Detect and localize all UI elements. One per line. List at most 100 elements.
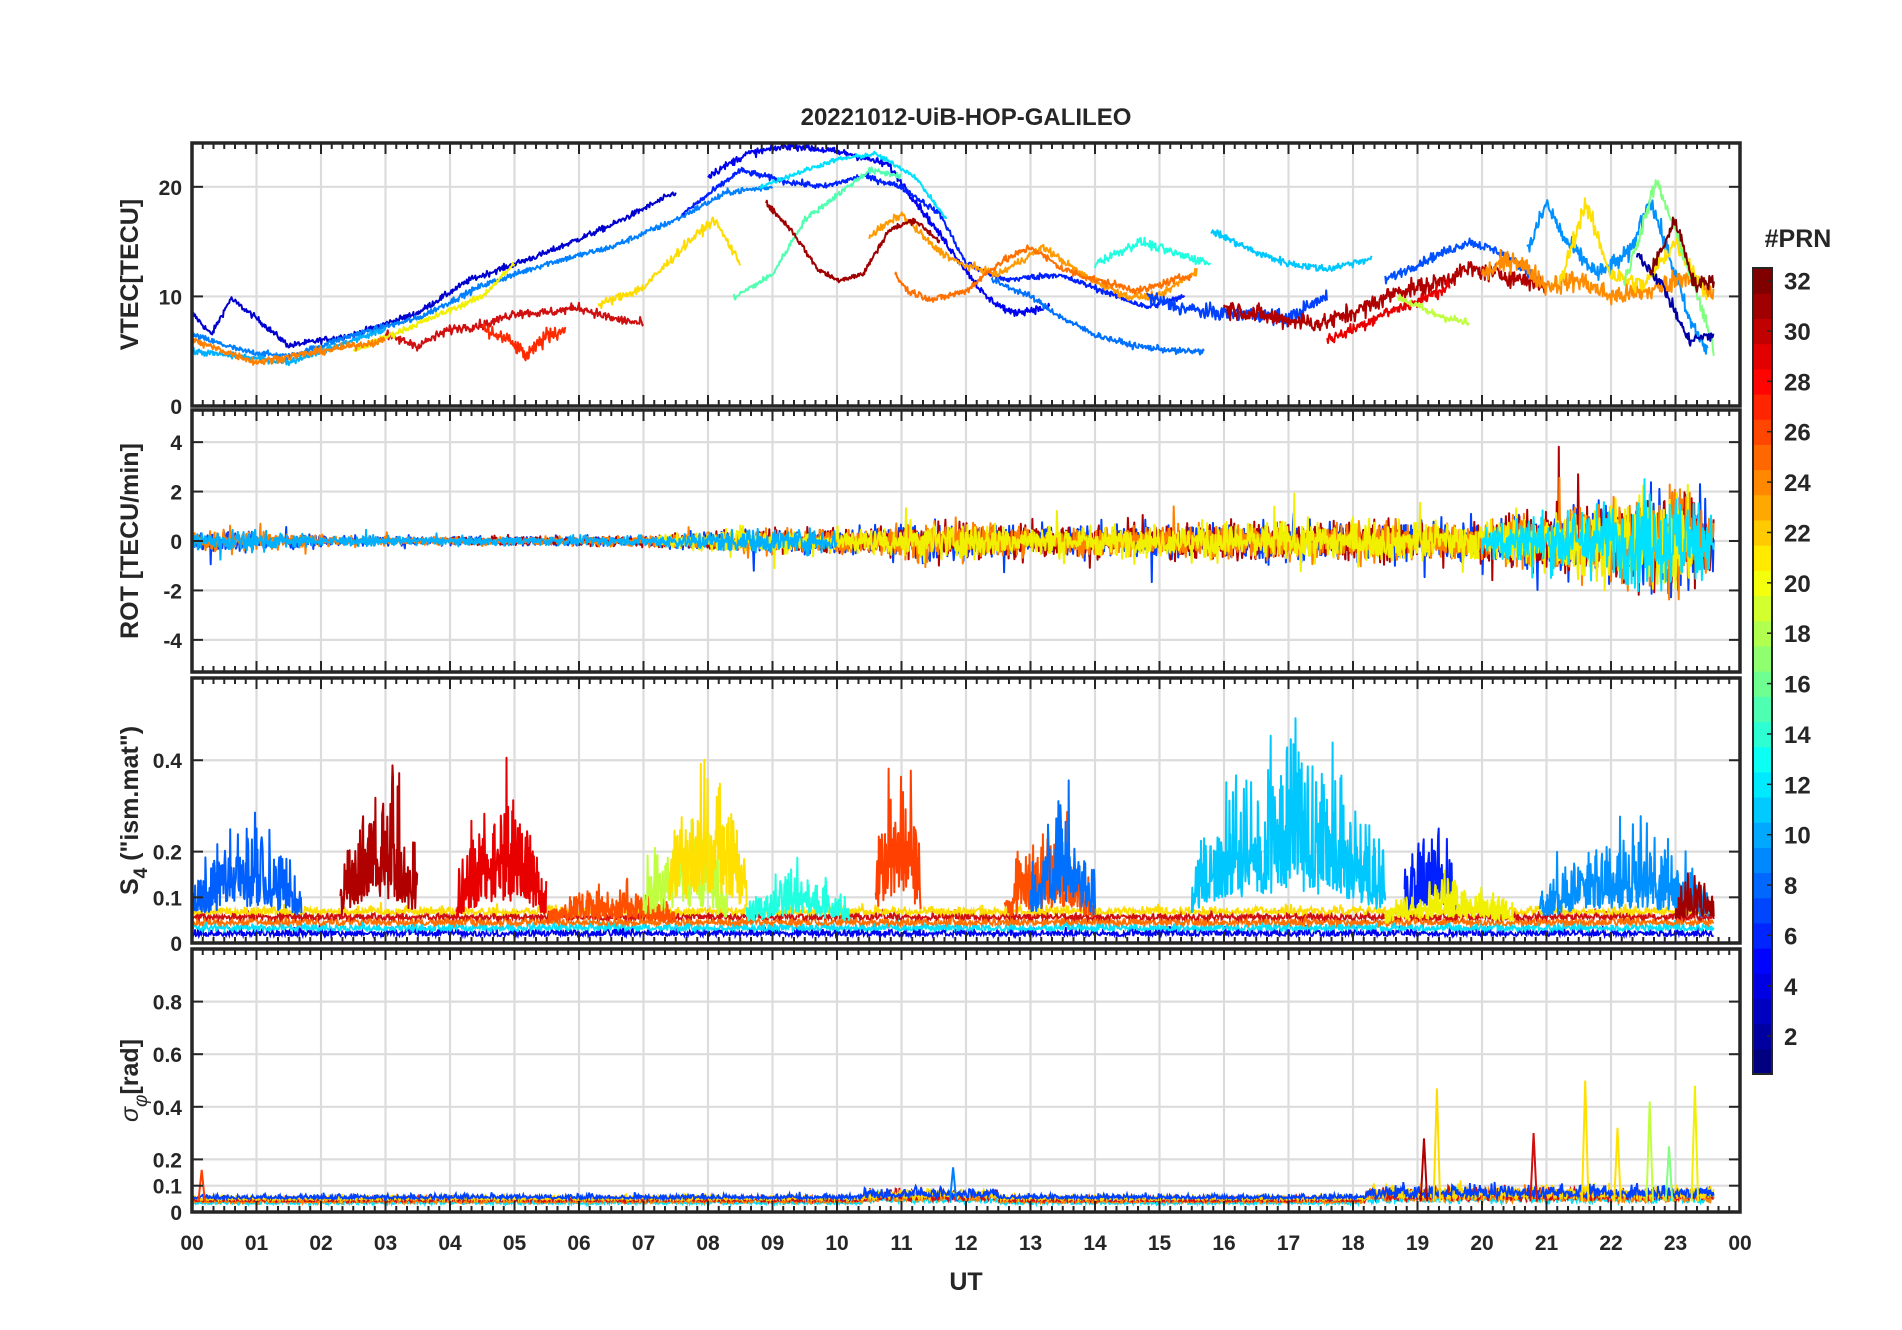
y-axis-label-s4: S4 ("ism.mat") xyxy=(116,726,152,895)
sigma-phi-spike-prn-21 xyxy=(1613,1127,1622,1202)
panel-s4: 0 0.1 0.2 0.4S4 ("ism.mat") xyxy=(116,676,1742,956)
s4-series-prn-28 xyxy=(455,756,548,917)
colorbar-tick-label: 30 xyxy=(1784,319,1811,346)
grid-vtec xyxy=(192,143,1740,406)
x-tick-label: 10 xyxy=(825,1232,848,1255)
x-tick-label: 05 xyxy=(503,1232,527,1255)
colorbar-segment xyxy=(1753,293,1772,319)
colorbar-segment xyxy=(1753,948,1772,974)
chart-title: 20221012-UiB-HOP-GALILEO xyxy=(801,104,1132,131)
x-tick-label: 17 xyxy=(1277,1232,1300,1255)
x-tick-label: 01 xyxy=(245,1232,269,1255)
series-group-s4 xyxy=(192,717,1715,940)
x-tick-label: 06 xyxy=(567,1232,590,1255)
axes-frame-rot xyxy=(190,408,1742,674)
grid-sigma-phi xyxy=(192,949,1740,1212)
colorbar-frame xyxy=(1752,267,1773,1075)
x-tick-label: 15 xyxy=(1148,1232,1172,1255)
x-tick-label: 00 xyxy=(1728,1232,1751,1255)
colorbar-segment xyxy=(1753,847,1772,874)
x-tick-label: 07 xyxy=(632,1232,655,1255)
sigma-phi-baseline-prn-6 xyxy=(192,1181,1715,1203)
series-group-sigma-phi xyxy=(192,1080,1715,1208)
colorbar-segment xyxy=(1753,872,1772,899)
y-tick-label: 10 xyxy=(159,286,182,309)
y-tick-label: 0.2 xyxy=(153,842,182,865)
colorbar-tick-label: 14 xyxy=(1784,722,1811,749)
vtec-series-prn-23 xyxy=(1481,248,1715,306)
y-tick-label: 4 xyxy=(170,432,182,455)
s4-baseline-prn-13 xyxy=(192,918,1715,935)
x-tick-label: 22 xyxy=(1599,1232,1622,1255)
vtec-series-prn-29 xyxy=(384,301,645,352)
vtec-series-prn-15 xyxy=(732,166,902,301)
sigma-phi-spike-prn-19 xyxy=(1432,1088,1442,1202)
colorbar-segment xyxy=(1753,494,1772,521)
colorbar-segment xyxy=(1753,796,1772,823)
colorbar-segment xyxy=(1753,570,1772,597)
colorbar-tick-label: 26 xyxy=(1784,420,1811,447)
colorbar-tick-label: 2 xyxy=(1784,1024,1797,1051)
y-tick-label: 0.8 xyxy=(153,992,183,1015)
colorbar-segment xyxy=(1753,343,1772,370)
y-tick-label: 0.4 xyxy=(153,750,183,773)
vtec-series-prn-18 xyxy=(1397,293,1470,326)
s4-series-prn-7 xyxy=(192,811,303,916)
s4-series-prn-31 xyxy=(1674,872,1715,920)
panel-vtec: 0 10 20 VTEC[TECU] xyxy=(116,141,1742,419)
y-tick-label: 0.2 xyxy=(153,1149,182,1172)
colorbar-segment xyxy=(1753,268,1772,294)
series-group-rot xyxy=(192,445,1715,601)
x-tick-label: 09 xyxy=(761,1232,784,1255)
rot-series-prn-13 xyxy=(1481,478,1715,592)
vtec-series-prn-3 xyxy=(192,191,677,349)
s4-series-prn-10 xyxy=(1539,815,1709,919)
vtec-series-prn-9 xyxy=(192,185,774,361)
colorbar-segment xyxy=(1753,897,1772,924)
x-tick-label: 04 xyxy=(438,1232,462,1255)
colorbar-segment xyxy=(1753,771,1772,798)
axes-frame-s4 xyxy=(190,676,1742,945)
colorbar-tick-label: 24 xyxy=(1784,470,1811,497)
axes-frame-vtec xyxy=(190,141,1742,408)
sigma-phi-spike-prn-30 xyxy=(1419,1138,1429,1202)
y-tick-label: 0 xyxy=(170,1202,182,1225)
vtec-series-prn-30 xyxy=(1223,261,1547,332)
colorbar-segment xyxy=(1753,545,1772,571)
vtec-series-prn-13 xyxy=(758,150,948,220)
panel-sigma-phi: 0 0.1 0.2 0.4 0.6 0.8 σφ[rad] xyxy=(116,947,1742,1225)
x-tick-label: 21 xyxy=(1535,1232,1559,1255)
colorbar-segment xyxy=(1753,922,1772,949)
vtec-series-prn-4 xyxy=(681,166,1186,310)
colorbar-segment xyxy=(1753,444,1772,471)
s4-series-prn-14 xyxy=(745,856,851,922)
x-tick-label: 00 xyxy=(180,1232,203,1255)
y-tick-label: 0 xyxy=(170,933,182,956)
colorbar-tick-label: 20 xyxy=(1784,571,1811,598)
colorbar-segment xyxy=(1753,1023,1772,1050)
colorbar-label: #PRN xyxy=(1765,225,1832,253)
colorbar-segment xyxy=(1753,1048,1772,1075)
x-tick-label: 16 xyxy=(1212,1232,1235,1255)
vtec-series-prn-22 xyxy=(868,211,1198,302)
colorbar-segment xyxy=(1753,368,1772,395)
colorbar-segment xyxy=(1753,469,1772,496)
vtec-series-prn-24 xyxy=(192,336,386,366)
ticks-rot xyxy=(191,410,1741,672)
colorbar-tick-label: 18 xyxy=(1784,621,1811,648)
sigma-phi-spike-prn-20 xyxy=(1690,1085,1700,1202)
x-tick-label: 11 xyxy=(890,1232,913,1255)
x-tick-label: 08 xyxy=(696,1232,720,1255)
vtec-series-prn-11 xyxy=(192,326,386,367)
colorbar-segment xyxy=(1753,318,1772,345)
x-axis-label: UT xyxy=(949,1268,982,1296)
s4-series-prn-30 xyxy=(339,764,419,915)
s4-series-prn-26 xyxy=(874,767,922,909)
colorbar-segment xyxy=(1753,595,1772,622)
colorbar-segment xyxy=(1753,822,1772,848)
axes-frame-sigma-phi xyxy=(190,947,1742,1214)
vtec-series-prn-16 xyxy=(1622,179,1715,356)
colorbar-tick-label: 10 xyxy=(1784,823,1811,850)
